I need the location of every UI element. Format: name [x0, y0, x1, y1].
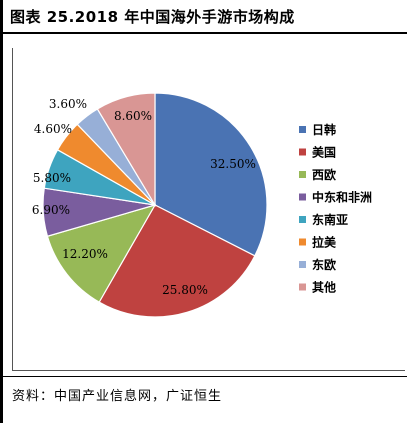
legend-swatch-0 [299, 126, 306, 133]
legend-swatch-3 [299, 193, 306, 201]
pie-slice-0 [154, 92, 268, 257]
legend-swatch-4 [299, 216, 306, 223]
legend-label-0: 日韩 [312, 122, 336, 137]
pie-slice-2 [46, 204, 157, 303]
left-border [0, 0, 3, 423]
title-divider [0, 32, 407, 34]
chart-area [12, 48, 405, 371]
legend-label-5: 拉美 [312, 235, 337, 250]
legend-swatch-7 [299, 283, 306, 291]
data-label-6: 3.60% [49, 97, 87, 111]
legend-label-4: 东南亚 [312, 212, 348, 227]
data-label-5: 4.60% [34, 122, 72, 136]
legend-swatch-1 [299, 148, 306, 156]
chart-title: 图表 25.2018 年中国海外手游市场构成 [10, 8, 295, 26]
legend-swatch-5 [299, 238, 306, 246]
pie-slices [42, 92, 268, 318]
data-label-4: 5.80% [33, 171, 71, 185]
data-label-7: 8.60% [114, 109, 152, 123]
legend-swatch-6 [299, 261, 306, 268]
legend-label-6: 东欧 [312, 257, 336, 272]
legend-swatch-2 [299, 171, 306, 178]
data-label-3: 6.90% [32, 203, 70, 217]
source-note: 资料：中国产业信息网，广证恒生 [12, 389, 223, 404]
pie-data-labels: 32.50% 25.80% 12.20% 6.90% 5.80% 4.60% 3.60% 8.… [32, 97, 256, 297]
legend-label-2: 西欧 [312, 167, 336, 182]
data-label-1: 25.80% [162, 283, 208, 297]
data-label-2: 12.20% [62, 247, 108, 261]
data-label-0: 32.50% [210, 157, 256, 171]
pie-slice-1 [98, 204, 256, 318]
legend-label-1: 美国 [312, 145, 336, 160]
legend-label-7: 其他 [312, 280, 336, 295]
legend-label-3: 中东和非洲 [312, 190, 372, 205]
source-divider [0, 376, 407, 377]
pie-slice-7 [96, 92, 156, 208]
